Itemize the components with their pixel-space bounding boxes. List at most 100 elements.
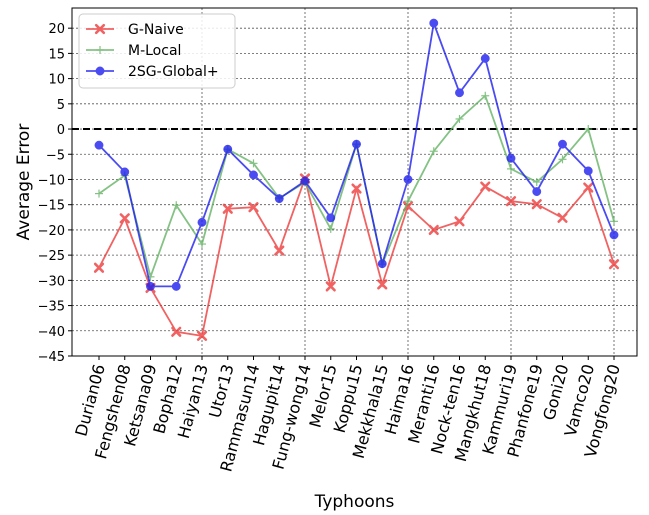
- y-tick-label: −20: [38, 224, 65, 239]
- marker-stroke: [93, 262, 105, 273]
- data-point: [558, 155, 567, 164]
- data-point: [146, 281, 155, 291]
- y-tick-label: −35: [38, 300, 65, 315]
- data-point: [274, 245, 285, 256]
- data-point: [95, 189, 103, 198]
- marker-stroke: [557, 212, 568, 223]
- legend-box: [78, 13, 236, 89]
- data-point: [608, 259, 620, 270]
- y-tick-label: 0: [57, 123, 65, 138]
- data-point: [249, 170, 258, 180]
- data-point: [532, 178, 541, 186]
- data-point: [584, 125, 593, 134]
- legend-label: M-Local: [128, 43, 181, 59]
- marker-stroke: [351, 183, 362, 194]
- y-tick-label: −40: [38, 325, 65, 340]
- y-tick-label: −10: [38, 173, 65, 188]
- data-point: [197, 217, 207, 227]
- y-tick-label: −30: [38, 274, 65, 289]
- marker-stroke: [377, 279, 388, 290]
- marker-stroke: [222, 203, 233, 214]
- y-axis-label: Average Error: [14, 124, 34, 241]
- data-point: [429, 18, 439, 28]
- legend-label: 2SG-Global+: [128, 64, 219, 80]
- series-2sg-global-: [94, 18, 619, 291]
- data-point: [505, 196, 517, 207]
- data-point: [455, 88, 464, 98]
- legend-label: G-Naive: [128, 22, 184, 38]
- data-point: [583, 182, 594, 193]
- data-point: [558, 139, 567, 149]
- data-point: [274, 194, 284, 204]
- data-point: [428, 224, 439, 236]
- marker-stroke: [454, 216, 465, 227]
- y-tick-label: 20: [48, 22, 65, 37]
- data-point: [95, 66, 105, 76]
- data-point: [119, 213, 130, 224]
- legend-entry: [86, 23, 114, 35]
- y-tick-label: −25: [38, 249, 65, 264]
- series-group: [93, 18, 620, 341]
- data-point: [610, 217, 618, 226]
- data-point: [171, 281, 181, 291]
- plot-frame: [71, 7, 638, 357]
- data-point: [609, 230, 619, 240]
- data-point: [404, 197, 412, 206]
- data-point: [326, 224, 335, 233]
- data-point: [583, 166, 593, 176]
- data-point: [171, 326, 182, 337]
- y-tick-label: 15: [48, 47, 65, 62]
- data-point: [377, 259, 387, 269]
- data-point: [300, 176, 310, 186]
- data-point: [96, 46, 104, 54]
- y-tick-label: −45: [38, 350, 65, 365]
- data-point: [557, 212, 568, 223]
- data-point: [248, 202, 259, 213]
- legend-entry: [86, 66, 114, 76]
- x-axis-ticks: Durian06Fengshen08Ketsana09Bopha12Haiyan…: [71, 356, 624, 474]
- marker-stroke: [196, 330, 208, 341]
- x-axis-label: Typhoons: [314, 492, 395, 512]
- y-tick-label: 5: [57, 98, 65, 113]
- data-point: [172, 201, 181, 210]
- marker-stroke: [608, 259, 620, 270]
- marker-stroke: [325, 281, 336, 292]
- data-point: [481, 91, 490, 100]
- data-point: [196, 330, 208, 341]
- data-point: [94, 23, 106, 35]
- data-point: [506, 153, 516, 163]
- data-point: [403, 175, 413, 184]
- y-tick-label: −5: [46, 148, 65, 163]
- marker-stroke: [248, 202, 259, 213]
- series-g-naive: [93, 173, 620, 341]
- data-point: [93, 262, 105, 273]
- data-point: [454, 216, 465, 227]
- marker-stroke: [171, 326, 182, 337]
- data-point: [222, 203, 233, 214]
- marker-stroke: [428, 224, 439, 236]
- data-point: [532, 187, 542, 197]
- data-point: [480, 181, 491, 192]
- data-point: [325, 281, 336, 292]
- marker-stroke: [94, 23, 106, 35]
- data-point: [249, 159, 258, 168]
- marker-stroke: [505, 196, 517, 207]
- marker-stroke: [583, 182, 594, 193]
- data-point: [223, 144, 233, 154]
- data-point: [377, 279, 388, 290]
- data-point: [326, 213, 336, 223]
- data-point: [120, 167, 130, 177]
- data-point: [455, 114, 464, 123]
- marker-stroke: [531, 199, 542, 210]
- legend: G-Naive M-Local 2SG-Global+: [78, 13, 236, 89]
- marker-stroke: [480, 181, 491, 192]
- marker-stroke: [119, 213, 130, 224]
- data-point: [507, 164, 515, 173]
- data-point: [352, 139, 361, 149]
- data-point: [480, 53, 490, 63]
- y-tick-label: −15: [38, 199, 65, 214]
- data-point: [531, 199, 542, 210]
- marker-stroke: [274, 245, 285, 256]
- legend-entry: [86, 46, 114, 54]
